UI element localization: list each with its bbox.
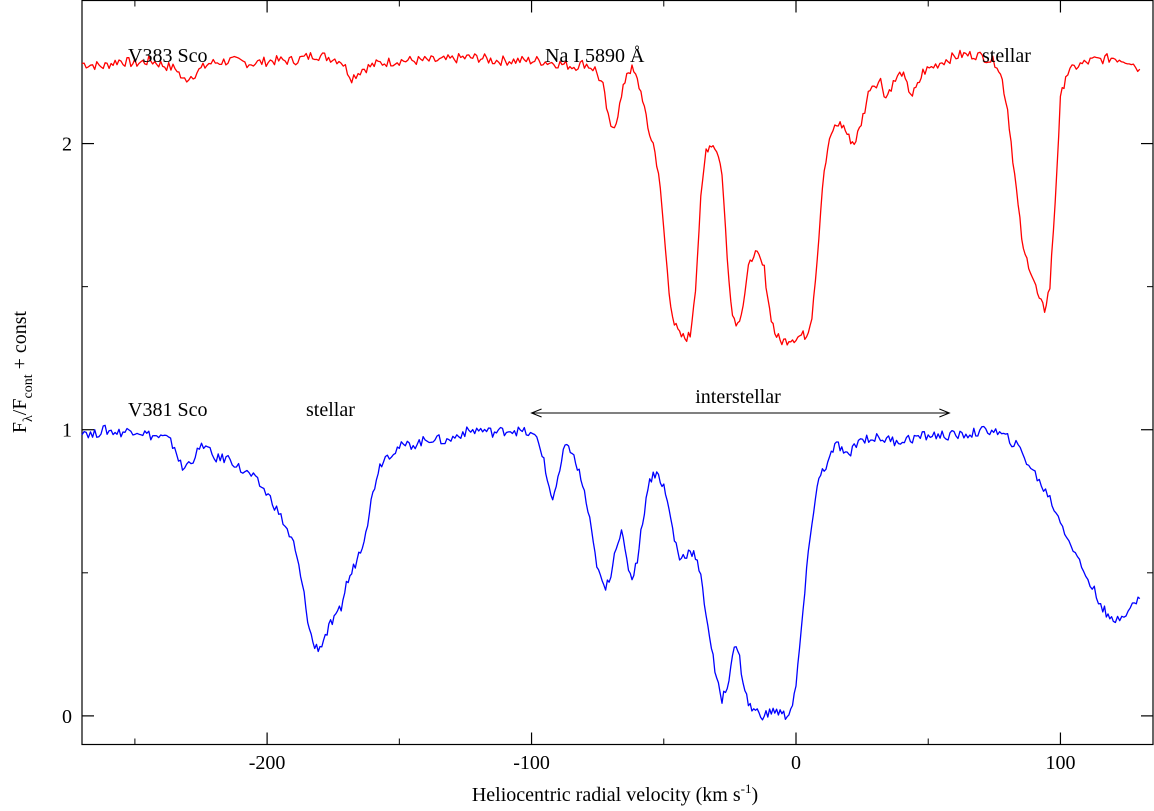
arrow-head-left xyxy=(530,408,542,418)
plot-frame xyxy=(81,0,1154,746)
x-tick-label: -200 xyxy=(249,752,286,774)
x-axis-ticks: -200 -100 0 100 xyxy=(134,0,1075,774)
y-tick-label: 2 xyxy=(62,134,72,156)
annotation-v381-sco: V381 Sco xyxy=(128,399,207,421)
annotation-stellar-top: stellar xyxy=(982,45,1031,67)
series-line-v381-sco xyxy=(81,424,1141,721)
annotation-stellar-bottom: stellar xyxy=(306,399,355,421)
x-tick-label: 100 xyxy=(1045,752,1075,774)
arrow-head-right xyxy=(939,408,951,418)
x-tick-label: -100 xyxy=(513,752,550,774)
y-tick-label: 0 xyxy=(62,706,72,728)
x-tick-label: 0 xyxy=(791,752,801,774)
interstellar-arrow xyxy=(530,408,951,418)
y-axis-label: Fλ/Fcont + const xyxy=(9,310,36,433)
series-line-v383-sco xyxy=(81,49,1141,346)
y-tick-label: 1 xyxy=(62,420,72,442)
y-axis-ticks: 0 1 2 xyxy=(62,134,1153,728)
annotation-na-line: Na I 5890 Å xyxy=(545,45,645,67)
annotation-v383-sco: V383 Sco xyxy=(128,45,207,67)
annotation-interstellar: interstellar xyxy=(695,386,781,408)
x-axis-label: Heliocentric radial velocity (km s-1) xyxy=(472,781,758,806)
series-layer xyxy=(81,49,1141,721)
